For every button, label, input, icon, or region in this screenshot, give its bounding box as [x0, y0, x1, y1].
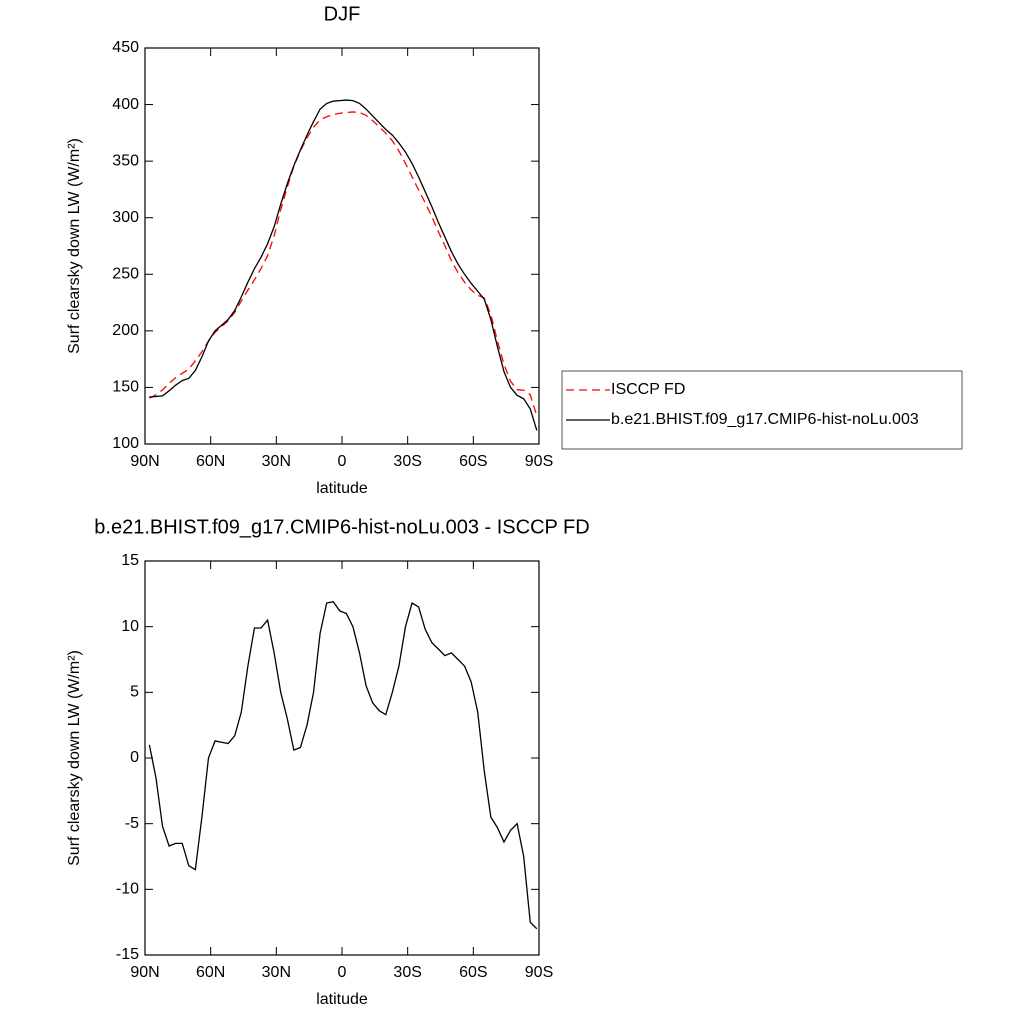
x-tick-label: 90S [525, 964, 553, 981]
y-tick-label: -10 [116, 881, 139, 898]
legend-box [561, 370, 963, 450]
x-axis-label: latitude [316, 991, 368, 1008]
x-tick-label: 30N [262, 964, 291, 981]
x-tick-label: 0 [338, 453, 347, 470]
chart-title: DJF [324, 3, 361, 25]
y-tick-label: 350 [112, 152, 139, 169]
y-axis-label: Surf clearsky down LW (W/m²) [66, 650, 83, 866]
x-tick-label: 30S [393, 964, 421, 981]
x-tick-label: 30N [262, 453, 291, 470]
data-line [149, 111, 538, 416]
y-tick-label: 300 [112, 209, 139, 226]
y-tick-label: 10 [121, 618, 139, 635]
x-tick-label: 30S [393, 453, 421, 470]
y-tick-label: 450 [112, 39, 139, 56]
x-tick-label: 60S [459, 964, 487, 981]
y-tick-label: 400 [112, 96, 139, 113]
x-tick-label: 0 [338, 964, 347, 981]
legend-label: ISCCP FD [611, 381, 685, 398]
legend-label: b.e21.BHIST.f09_g17.CMIP6-hist-noLu.003 [611, 411, 919, 428]
y-tick-label: 15 [121, 552, 139, 569]
y-tick-label: 100 [112, 435, 139, 452]
data-line [148, 600, 538, 930]
x-tick-label: 90N [130, 453, 159, 470]
x-tick-label: 90S [525, 453, 553, 470]
y-tick-label: 150 [112, 379, 139, 396]
x-tick-label: 60N [196, 453, 225, 470]
x-tick-label: 60S [459, 453, 487, 470]
y-tick-label: 200 [112, 322, 139, 339]
data-line [149, 99, 538, 431]
y-tick-label: 250 [112, 266, 139, 283]
chart-title: b.e21.BHIST.f09_g17.CMIP6-hist-noLu.003 … [94, 516, 589, 538]
y-tick-label: -15 [116, 946, 139, 963]
y-tick-label: -5 [125, 815, 139, 832]
y-axis-label: Surf clearsky down LW (W/m²) [66, 138, 83, 354]
y-tick-label: 0 [130, 749, 139, 766]
x-tick-label: 60N [196, 964, 225, 981]
x-axis-label: latitude [316, 480, 368, 497]
y-tick-label: 5 [130, 684, 139, 701]
x-tick-label: 90N [130, 964, 159, 981]
